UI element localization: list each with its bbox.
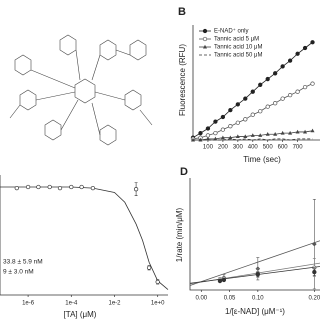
marker	[205, 126, 211, 131]
x-tick-label: 700	[293, 145, 304, 151]
marker	[235, 120, 240, 125]
x-tick-label: 1e-6	[22, 301, 35, 307]
x-tick-label: 600	[278, 145, 289, 151]
panel-label: B	[178, 6, 186, 18]
x-tick-label: 0.20	[309, 296, 320, 302]
marker	[310, 128, 315, 133]
marker	[36, 184, 41, 190]
marker	[310, 81, 315, 86]
marker	[265, 104, 270, 109]
chemical-structure	[9, 34, 153, 146]
marker	[295, 89, 300, 94]
marker	[265, 76, 270, 82]
marker	[14, 185, 19, 191]
marker	[205, 136, 210, 141]
marker	[302, 45, 308, 51]
marker	[155, 279, 160, 285]
marker	[310, 40, 315, 45]
annotation: 33.8 ± 5.9 nM	[3, 259, 43, 266]
marker	[312, 269, 317, 275]
axis	[0, 175, 168, 296]
x-tick-label: 100	[203, 145, 214, 151]
marker	[213, 119, 218, 124]
x-tick-label: 300	[233, 145, 244, 151]
marker	[217, 278, 223, 284]
annotation: 9 ± 3.0 nM	[3, 269, 34, 276]
marker	[280, 130, 285, 135]
marker	[90, 185, 96, 191]
legend-label: Tannic acid 10 μM	[214, 45, 262, 51]
marker	[303, 129, 308, 134]
fit-line	[189, 266, 320, 284]
marker	[243, 117, 248, 122]
marker	[273, 101, 278, 106]
marker	[288, 130, 293, 135]
marker	[221, 277, 227, 283]
marker	[295, 51, 300, 56]
marker	[228, 135, 233, 140]
marker	[228, 124, 233, 129]
marker	[250, 89, 255, 94]
marker	[287, 58, 293, 63]
marker	[258, 109, 263, 114]
legend-marker	[202, 28, 208, 34]
marker	[273, 71, 278, 76]
marker	[280, 64, 285, 69]
marker	[295, 129, 300, 134]
marker	[250, 133, 255, 137]
marker	[25, 184, 31, 190]
x-tick-label: 0.10	[252, 296, 264, 302]
x-tick-label: 1e-4	[65, 301, 78, 307]
fit-line	[189, 240, 320, 286]
marker	[243, 96, 248, 101]
marker	[250, 112, 255, 117]
marker	[79, 184, 84, 190]
legend-label: Tannic acid 50 μM	[214, 53, 262, 59]
marker	[265, 132, 270, 136]
x-axis-label: 1/[ε-NAD] (μM⁻¹)	[225, 307, 285, 316]
x-tick-label: 1e-2	[108, 301, 121, 307]
marker	[255, 272, 260, 277]
marker	[220, 114, 226, 120]
x-tick-label: 0.05	[224, 296, 236, 302]
x-tick-label: 500	[263, 145, 274, 151]
legend-marker	[202, 36, 208, 42]
marker	[273, 132, 278, 136]
x-axis-label: [TA] (μM)	[64, 310, 97, 319]
legend-label: Tannic acid 5 μM	[214, 37, 259, 43]
x-tick-label: 400	[248, 145, 259, 151]
x-tick-label: 0.00	[195, 296, 207, 302]
marker	[258, 82, 263, 87]
marker	[243, 134, 248, 139]
x-tick-label: 1e+0	[151, 301, 165, 307]
marker	[213, 130, 218, 136]
marker	[213, 136, 218, 141]
panel-label: D	[180, 166, 188, 178]
x-axis-label: Time (sec)	[243, 155, 281, 164]
marker	[69, 184, 74, 190]
marker	[235, 134, 240, 139]
marker	[57, 185, 63, 191]
marker	[220, 127, 226, 132]
marker	[302, 84, 308, 90]
marker	[287, 92, 293, 98]
marker	[280, 96, 285, 101]
marker	[228, 107, 233, 113]
y-axis-label: Fluorescence (RFU)	[178, 44, 187, 116]
marker	[220, 135, 225, 140]
legend-label: E-NAD⁺ only	[214, 28, 249, 35]
axis	[189, 178, 320, 291]
x-tick-label: 200	[218, 145, 229, 151]
marker	[198, 130, 203, 136]
marker	[258, 133, 263, 137]
marker	[235, 102, 240, 107]
legend-marker	[203, 44, 207, 49]
series-line	[193, 138, 313, 141]
y-axis-label: 1/rate (min/μM)	[175, 207, 184, 262]
marker	[133, 187, 139, 192]
marker	[146, 265, 152, 270]
marker	[47, 184, 52, 190]
marker	[312, 241, 317, 247]
